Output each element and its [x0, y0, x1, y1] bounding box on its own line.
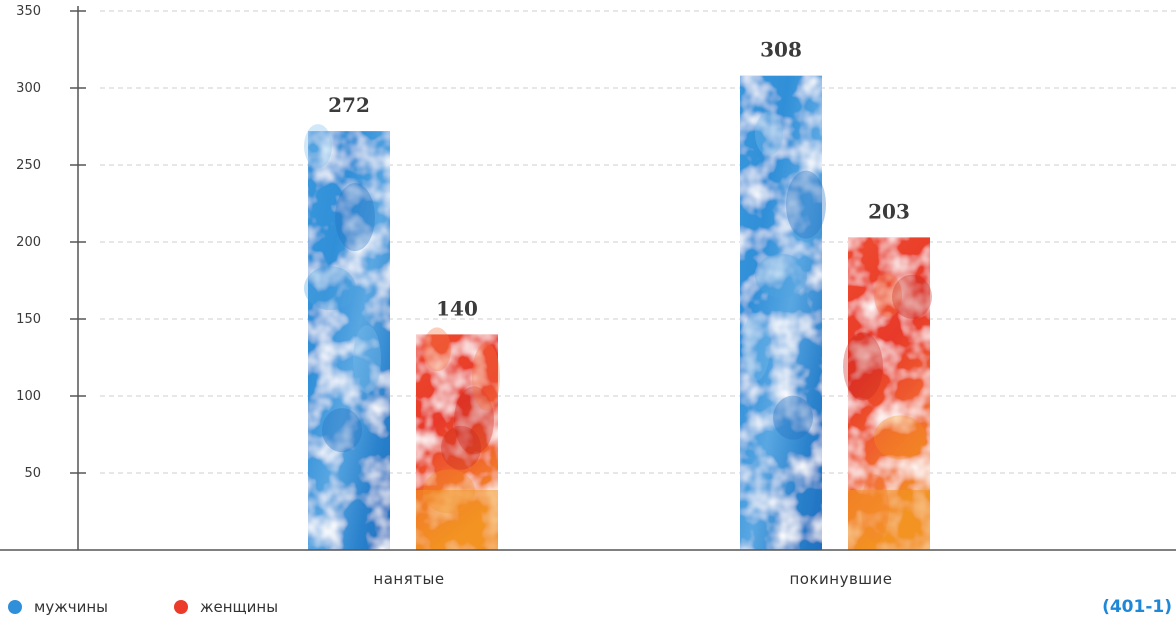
bar-texture-blotch — [335, 183, 375, 252]
y-tick-label-100: 100 — [16, 389, 41, 404]
y-tick-label-350: 350 — [16, 4, 41, 19]
bar-rect-male-0 — [308, 131, 390, 550]
bar-texture-blotch — [742, 312, 770, 381]
bar-texture-blotch — [786, 170, 826, 239]
legend-item-female: женщины — [173, 598, 279, 616]
bar-texture-base — [416, 490, 498, 550]
bar-texture-blotch — [423, 327, 451, 372]
data-label-female-0: 140 — [436, 296, 478, 320]
bar-texture-blotch — [843, 332, 883, 401]
legend-item-male: мужчины — [8, 598, 108, 616]
data-label-female-1: 203 — [868, 199, 910, 223]
bar-texture-blotch — [773, 395, 813, 440]
legend-label-male: мужчины — [34, 598, 108, 616]
y-tick-label-200: 200 — [16, 235, 41, 250]
bar-texture-blotch — [874, 415, 926, 460]
data-labels: 272 140 308 203 — [328, 38, 910, 321]
legend-dot-male — [8, 600, 22, 614]
grid-lines — [100, 10, 1176, 474]
bar-texture-blotch — [304, 266, 356, 311]
bar-texture-blotch — [755, 111, 783, 156]
axes: 50 100 150 200 250 300 350 нанятые покинувшие — [0, 4, 1176, 588]
legend: мужчины женщины — [8, 598, 344, 616]
x-tick-label-0: нанятые — [373, 570, 444, 588]
bar-texture-blotch — [755, 253, 807, 298]
bar-texture-base — [848, 490, 930, 550]
chart-svg: 272 140 308 203 50 100 150 200 250 300 350 нанятые… — [0, 4, 1176, 588]
bar-female-1 — [843, 237, 932, 550]
bar-texture-blotch — [441, 425, 481, 470]
y-tick-label-300: 300 — [16, 81, 41, 96]
legend-label-female: женщины — [199, 598, 279, 616]
bar-texture-blotch — [304, 124, 332, 169]
data-label-male-1: 308 — [760, 38, 802, 62]
bar-texture-blotch — [454, 386, 494, 455]
figure-code: (401-1) — [1102, 597, 1172, 617]
bar-female-0 — [416, 327, 500, 550]
bar-texture-blotch — [322, 408, 362, 453]
legend-dot-female — [173, 600, 188, 614]
data-label-male-0: 272 — [328, 93, 370, 117]
y-tick-label-250: 250 — [16, 158, 41, 173]
y-tick-label-50: 50 — [24, 466, 41, 481]
y-tick-label-150: 150 — [16, 312, 41, 327]
bars — [304, 75, 932, 551]
bar-rect-male-1 — [740, 75, 822, 551]
bar-male-0 — [304, 124, 390, 550]
bar-texture-blotch — [874, 273, 902, 318]
bar-texture-blotch — [472, 342, 500, 411]
bar-texture-blotch — [892, 274, 932, 319]
bar-male-1 — [740, 75, 826, 551]
bar-texture-blotch — [353, 325, 381, 394]
x-tick-label-1: покинувшие — [789, 570, 892, 588]
